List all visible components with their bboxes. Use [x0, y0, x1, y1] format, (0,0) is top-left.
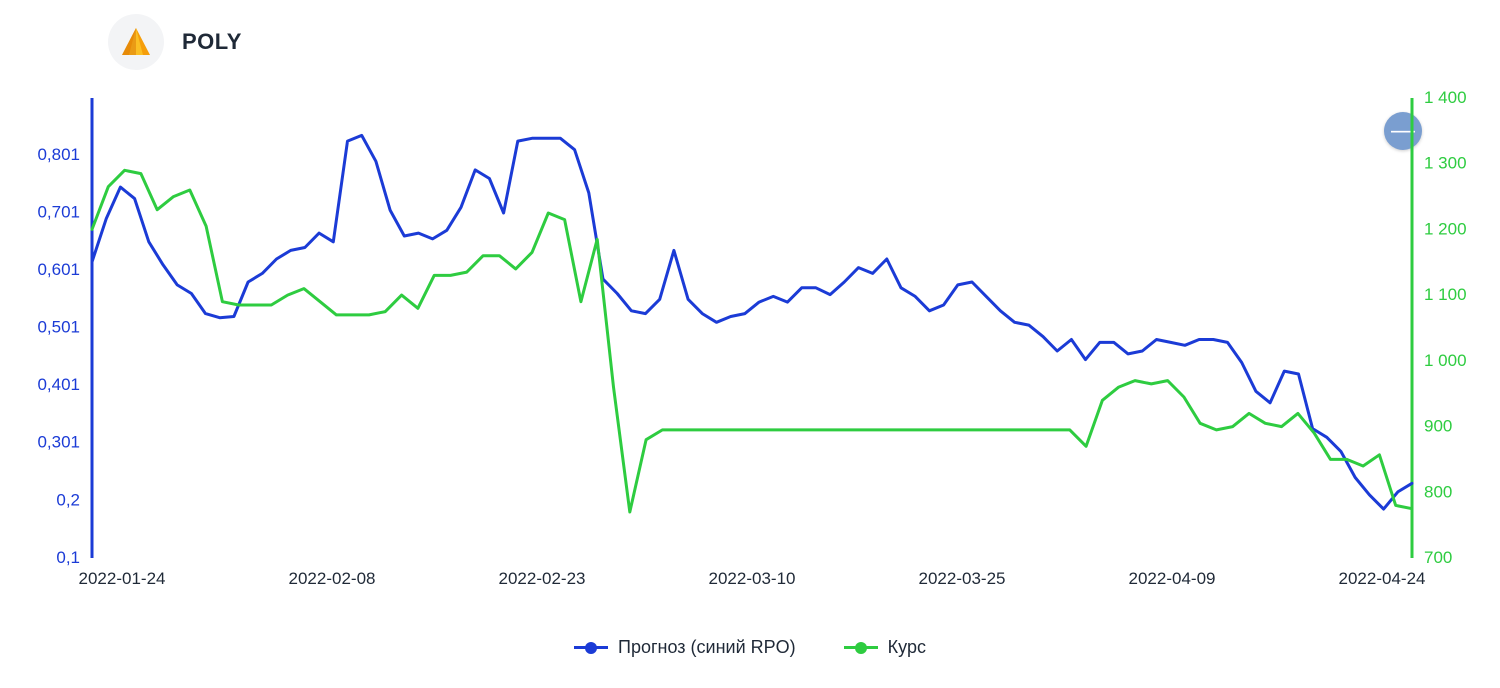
- svg-text:2022-01-24: 2022-01-24: [79, 569, 166, 588]
- svg-text:900: 900: [1424, 417, 1452, 436]
- ticker-logo: [108, 14, 164, 70]
- chart-header: POLY: [108, 14, 242, 70]
- svg-text:800: 800: [1424, 482, 1452, 501]
- chart-legend: Прогноз (синий RPO) Курс: [0, 637, 1500, 658]
- svg-text:700: 700: [1424, 548, 1452, 567]
- svg-text:0,1: 0,1: [56, 548, 80, 567]
- legend-item-price[interactable]: Курс: [844, 637, 926, 658]
- legend-swatch-forecast: [574, 641, 608, 655]
- chart-canvas: 0,1 0,2 0,301 0,401 0,501 0,601 0,701 0,801 700 8…: [20, 90, 1480, 590]
- svg-text:0,501: 0,501: [37, 317, 80, 336]
- svg-text:2022-02-08: 2022-02-08: [289, 569, 376, 588]
- ticker-symbol: POLY: [182, 29, 242, 55]
- polymetal-logo-icon: [119, 25, 153, 59]
- svg-text:0,701: 0,701: [37, 202, 80, 221]
- svg-text:2022-04-24: 2022-04-24: [1339, 569, 1426, 588]
- svg-text:2022-03-25: 2022-03-25: [919, 569, 1006, 588]
- legend-label-price: Курс: [888, 637, 926, 658]
- svg-text:1 000: 1 000: [1424, 351, 1467, 370]
- svg-text:0,301: 0,301: [37, 432, 80, 451]
- svg-text:2022-04-09: 2022-04-09: [1129, 569, 1216, 588]
- svg-text:1 200: 1 200: [1424, 219, 1467, 238]
- svg-text:2022-03-10: 2022-03-10: [709, 569, 796, 588]
- legend-item-forecast[interactable]: Прогноз (синий RPO): [574, 637, 796, 658]
- svg-text:0,801: 0,801: [37, 145, 80, 164]
- svg-text:0,401: 0,401: [37, 375, 80, 394]
- svg-text:1 400: 1 400: [1424, 90, 1467, 107]
- svg-text:2022-02-23: 2022-02-23: [499, 569, 586, 588]
- legend-swatch-price: [844, 641, 878, 655]
- legend-label-forecast: Прогноз (синий RPO): [618, 637, 796, 658]
- svg-text:0,601: 0,601: [37, 260, 80, 279]
- svg-text:1 100: 1 100: [1424, 285, 1467, 304]
- svg-text:0,2: 0,2: [56, 491, 80, 510]
- price-forecast-chart: 0,1 0,2 0,301 0,401 0,501 0,601 0,701 0,801 700 8…: [20, 90, 1480, 650]
- svg-text:1 300: 1 300: [1424, 154, 1467, 173]
